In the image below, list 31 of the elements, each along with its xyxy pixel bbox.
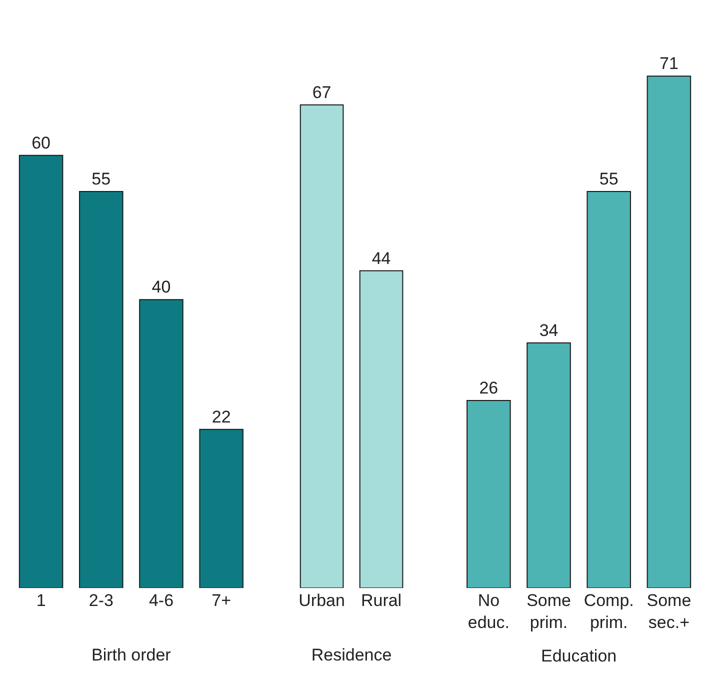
x-tick-label: 2-3 xyxy=(88,591,114,610)
data-label: 71 xyxy=(659,54,678,74)
x-tick-label: No educ. xyxy=(468,591,510,632)
data-label: 40 xyxy=(152,278,171,297)
bar xyxy=(199,428,244,588)
x-tick-label: Some prim. xyxy=(526,591,571,632)
bar xyxy=(79,190,124,588)
x-tick-label: 1 xyxy=(36,591,46,610)
data-label: 34 xyxy=(539,320,558,340)
x-tick-label: 7+ xyxy=(212,591,232,610)
x-tick-label: 4-6 xyxy=(148,591,174,610)
bar xyxy=(466,400,511,588)
data-label: 67 xyxy=(312,82,332,102)
x-tick-label: Rural xyxy=(360,591,402,610)
bar xyxy=(526,342,571,588)
data-label: 44 xyxy=(372,248,391,268)
x-tick-label: Some sec.+ xyxy=(646,591,692,632)
x-axis-title: Residence xyxy=(311,645,392,664)
data-label: 55 xyxy=(92,169,111,188)
x-tick-label: Comp. prim. xyxy=(584,591,634,632)
data-label: 55 xyxy=(599,169,618,188)
bar xyxy=(646,76,692,588)
bar xyxy=(586,190,631,588)
x-axis-title: Education xyxy=(541,646,617,666)
data-label: 60 xyxy=(32,133,51,152)
bar xyxy=(18,154,64,588)
bar xyxy=(139,299,184,588)
data-label: 26 xyxy=(479,378,498,398)
x-tick-label: Urban xyxy=(298,591,345,610)
data-label: 22 xyxy=(212,407,231,426)
x-axis-title: Birth order xyxy=(91,645,172,664)
